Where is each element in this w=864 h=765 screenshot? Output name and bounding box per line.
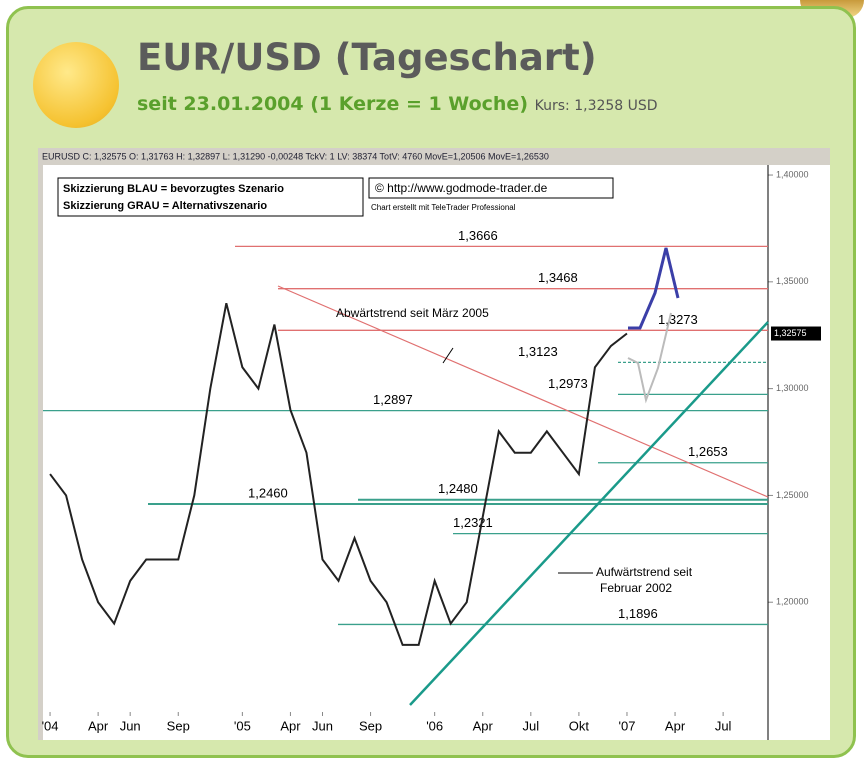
- chart: EURUSD C: 1,32575 O: 1,31763 H: 1,32897 …: [38, 148, 830, 740]
- y-tick-label: 1,35000: [776, 276, 809, 286]
- downtrend: [277, 285, 769, 498]
- x-tick-label: Apr: [88, 718, 109, 733]
- level-label: 1,3123: [518, 344, 558, 359]
- level-label: 1,2480: [438, 481, 478, 496]
- x-tick-label: '04: [42, 718, 59, 733]
- axis-area: [768, 165, 830, 712]
- price-tag: [771, 326, 821, 341]
- y-tick-label: 1,25000: [776, 490, 809, 500]
- title: EUR/USD (Tageschart): [137, 36, 597, 79]
- x-tick-label: Apr: [280, 718, 301, 733]
- scenario-blue: [628, 247, 680, 330]
- x-tick-label: Okt: [569, 718, 590, 733]
- x-tick-label: Jun: [312, 718, 333, 733]
- subtitle-line: seit 23.01.2004 (1 Kerze = 1 Woche) Kurs…: [137, 93, 658, 115]
- level-label: 1,2321: [453, 515, 493, 530]
- uptrend: [409, 321, 769, 706]
- y-tick-label: 1,20000: [776, 597, 809, 607]
- credit: Chart erstellt mit TeleTrader Profession…: [371, 203, 516, 212]
- level-label: 1,2973: [548, 376, 588, 391]
- annotation: Februar 2002: [600, 581, 672, 595]
- x-tick-label: Jul: [715, 718, 732, 733]
- x-tick-label: Jul: [523, 718, 540, 733]
- legend-box: [57, 177, 364, 217]
- level-label: 1,1896: [618, 606, 658, 621]
- x-tick-label: '06: [426, 718, 443, 733]
- level-label: 1,2460: [248, 485, 288, 500]
- level-label: 1,2897: [373, 392, 413, 407]
- x-axis-area: [43, 712, 830, 740]
- level-label: 1,3273: [658, 312, 698, 327]
- arrow: [442, 347, 454, 364]
- legend-text: Skizzierung GRAU = Alternativszenario: [63, 200, 267, 212]
- x-tick-label: Apr: [473, 718, 494, 733]
- scenario-gray: [627, 312, 672, 404]
- x-tick-label: Sep: [167, 718, 190, 733]
- subtitle: seit 23.01.2004 (1 Kerze = 1 Woche): [137, 93, 529, 115]
- x-tick-label: Sep: [359, 718, 382, 733]
- x-tick-label: '07: [618, 718, 635, 733]
- level-label: 1,3666: [458, 228, 498, 243]
- legend-text: Skizzierung BLAU = bevorzugtes Szenario: [63, 183, 284, 195]
- price-line: [49, 302, 628, 646]
- annotation: Aufwärtstrend seit: [596, 565, 693, 579]
- price-tag-label: 1,32575: [774, 328, 807, 338]
- source: © http://www.godmode-trader.de: [375, 181, 548, 195]
- annotation: Abwärtstrend seit März 2005: [336, 306, 489, 320]
- x-tick-label: Jun: [120, 718, 141, 733]
- plot-area: [43, 165, 768, 712]
- level-label: 1,3468: [538, 270, 578, 285]
- bullet-icon: [33, 42, 119, 128]
- price: Kurs: 1,3258 USD: [534, 98, 658, 114]
- source-box: [368, 177, 614, 199]
- y-tick-label: 1,40000: [776, 169, 809, 179]
- x-tick-label: '05: [234, 718, 251, 733]
- y-tick-label: 1,30000: [776, 383, 809, 393]
- level-label: 1,2653: [688, 444, 728, 459]
- info-line: EURUSD C: 1,32575 O: 1,31763 H: 1,32897 …: [42, 151, 549, 161]
- x-tick-label: Apr: [665, 718, 686, 733]
